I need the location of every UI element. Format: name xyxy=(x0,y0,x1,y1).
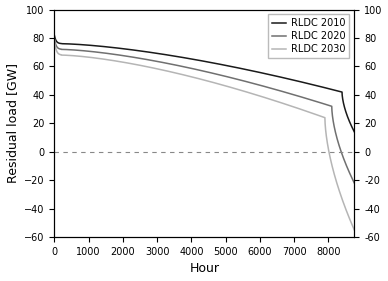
RLDC 2030 xyxy=(133,63,138,66)
RLDC 2030 xyxy=(141,64,146,68)
Legend: RLDC 2010, RLDC 2020, RLDC 2030: RLDC 2010, RLDC 2020, RLDC 2030 xyxy=(268,14,350,58)
RLDC 2030 xyxy=(151,66,156,70)
Line: RLDC 2020: RLDC 2020 xyxy=(54,38,354,183)
RLDC 2020 xyxy=(133,56,138,59)
RLDC 2020 xyxy=(352,181,357,185)
RLDC 2020 xyxy=(52,36,57,40)
RLDC 2030 xyxy=(116,60,121,63)
RLDC 2030 xyxy=(137,64,142,67)
RLDC 2010 xyxy=(151,51,156,55)
Line: RLDC 2030: RLDC 2030 xyxy=(54,39,354,230)
RLDC 2030 xyxy=(342,203,346,206)
X-axis label: Hour: Hour xyxy=(189,262,219,275)
RLDC 2020 xyxy=(342,158,346,161)
Line: RLDC 2010: RLDC 2010 xyxy=(54,35,354,132)
RLDC 2030 xyxy=(52,38,57,41)
RLDC 2010 xyxy=(342,104,346,107)
RLDC 2010 xyxy=(137,49,142,53)
RLDC 2010 xyxy=(52,33,57,37)
RLDC 2020 xyxy=(116,53,121,57)
RLDC 2030 xyxy=(352,228,357,232)
RLDC 2010 xyxy=(141,50,146,53)
RLDC 2010 xyxy=(133,49,138,52)
Y-axis label: Residual load [GW]: Residual load [GW] xyxy=(5,63,19,183)
RLDC 2020 xyxy=(151,59,156,62)
RLDC 2010 xyxy=(352,130,357,133)
RLDC 2020 xyxy=(141,57,146,60)
RLDC 2010 xyxy=(116,46,121,50)
RLDC 2020 xyxy=(137,56,142,60)
